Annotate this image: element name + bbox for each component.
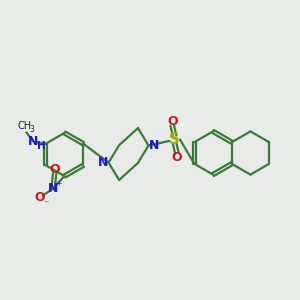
Text: O: O [167, 115, 178, 128]
Text: N: N [98, 156, 108, 169]
Text: +: + [55, 179, 62, 188]
Text: CH: CH [18, 121, 32, 131]
Text: ⁻: ⁻ [43, 199, 48, 209]
Text: O: O [34, 191, 45, 204]
Text: O: O [49, 163, 60, 176]
Text: S: S [169, 132, 180, 147]
Text: 3: 3 [29, 124, 34, 134]
Text: H: H [37, 141, 46, 151]
Text: N: N [149, 139, 159, 152]
Text: O: O [172, 151, 182, 164]
Text: N: N [28, 135, 38, 148]
Text: N: N [48, 182, 58, 195]
